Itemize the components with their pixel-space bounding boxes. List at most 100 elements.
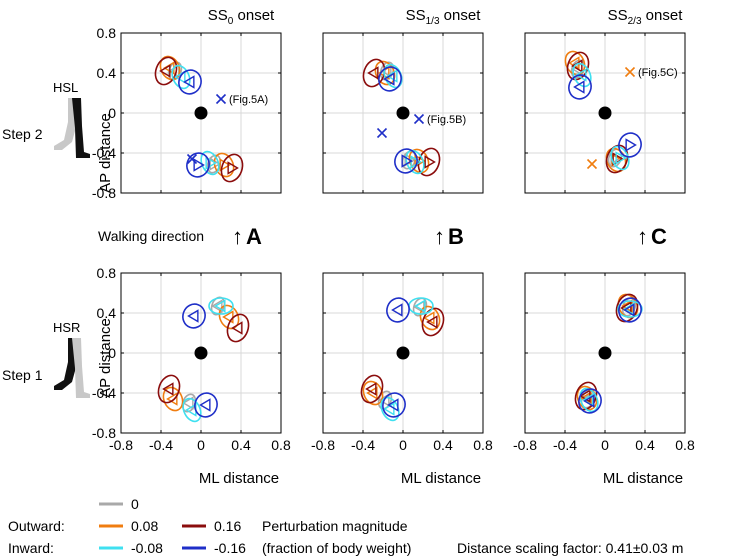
- foot-cluster: [186, 150, 244, 183]
- leg-label-hsl: HSL: [53, 80, 78, 95]
- mean-marker-m0: [211, 299, 223, 313]
- mean-marker-o16: [365, 382, 377, 396]
- foot-cluster: [394, 147, 441, 177]
- panel-letter-a: A: [246, 224, 262, 249]
- leg-label-hsr: HSR: [53, 320, 80, 335]
- center-of-mass-dot: [396, 106, 410, 120]
- mean-marker-i08: [386, 69, 398, 83]
- variability-ellipse-o16: [154, 56, 178, 86]
- panels-layer: 0.8 0.4 0 -0.4 -0.8 (Fig.5A) (Fig.5B) (Fig.5C) -…: [92, 25, 695, 453]
- variability-ellipse-i16: [386, 297, 410, 323]
- variability-ellipse-i16: [382, 392, 406, 418]
- y-tick-label: 0: [108, 345, 116, 361]
- panel-A-step2: 0.8 0.4 0 -0.4 -0.8 (Fig.5A): [92, 25, 282, 201]
- variability-ellipse-o16: [615, 293, 639, 323]
- mean-marker-o16: [159, 64, 171, 78]
- x-axis-label-c: ML distance: [603, 470, 683, 487]
- variability-ellipse-i08: [572, 62, 592, 88]
- cross-marker: [186, 153, 198, 165]
- x-tick-label: -0.8: [311, 437, 335, 453]
- mean-marker-i16: [391, 303, 403, 317]
- variability-ellipse-o16: [605, 144, 629, 174]
- mean-marker-i16: [625, 138, 637, 152]
- panel-C-step2: (Fig.5C): [524, 32, 686, 194]
- panel-A-step1: -0.8 -0.4 0 0.4 0.8 0.8 0.4 0 -0.4 -0.8: [92, 265, 291, 453]
- y-tick-label: -0.8: [92, 425, 116, 441]
- walking-direction-label: Walking direction: [98, 228, 204, 244]
- mean-marker-o16: [162, 382, 174, 396]
- foot-cluster: [564, 50, 592, 100]
- variability-ellipse-i16: [568, 74, 592, 100]
- x-tick-label: -0.8: [109, 437, 133, 453]
- x-tick-label: -0.4: [553, 437, 577, 453]
- legend-description-line2: (fraction of body weight): [262, 540, 411, 556]
- foot-cluster: [386, 297, 445, 337]
- legs-icon-step2: [54, 98, 90, 158]
- variability-ellipse-i08: [200, 150, 220, 176]
- mean-marker-m0: [378, 393, 390, 407]
- x-tick-label: 0.8: [675, 437, 695, 453]
- variability-ellipse-i08: [182, 397, 202, 423]
- mean-marker-i08: [383, 402, 395, 416]
- y-tick-label: 0.4: [97, 305, 117, 321]
- mean-marker-i08: [615, 151, 627, 165]
- x-tick-label: -0.4: [149, 437, 173, 453]
- variability-ellipse-i16: [186, 152, 210, 178]
- mean-marker-o08: [366, 386, 378, 400]
- legend-description-line1: Perturbation magnitude: [262, 518, 408, 534]
- x-tick-label: 0.8: [473, 437, 493, 453]
- mean-marker-i16: [193, 158, 205, 172]
- legend-inward-label: Inward:: [8, 540, 54, 556]
- mean-marker-m0: [182, 396, 194, 410]
- y-tick-label: -0.8: [92, 185, 116, 201]
- mean-marker-i16: [183, 75, 195, 89]
- mean-marker-i16: [573, 80, 585, 94]
- x-axis-label-b: ML distance: [401, 470, 481, 487]
- variability-ellipse-o08: [362, 380, 384, 406]
- foot-cluster: [362, 58, 403, 92]
- y-tick-label: 0.4: [97, 65, 117, 81]
- panel-C-step1: -0.8 -0.4 0 0.4 0.8: [513, 272, 695, 453]
- figure-reference-label: (Fig.5B): [427, 114, 466, 126]
- walking-arrow-c: ↑: [637, 224, 648, 249]
- variability-ellipse-i08: [171, 64, 191, 90]
- variability-ellipse-o16: [421, 307, 445, 337]
- walking-arrow-a: ↑: [232, 224, 243, 249]
- cross-marker: [413, 113, 425, 125]
- variability-ellipse-i16: [618, 297, 642, 323]
- mean-marker-i16: [401, 154, 413, 168]
- variability-ellipse-o16: [226, 313, 250, 343]
- mean-marker-o08: [166, 392, 178, 406]
- variability-ellipse-o16: [362, 58, 386, 88]
- variability-ellipse-i08: [617, 300, 643, 318]
- legs-icon-step1: [54, 338, 90, 398]
- cross-marker: [624, 66, 636, 78]
- panel-B-step1: -0.8 -0.4 0 0.4 0.8: [311, 272, 493, 453]
- foot-cluster: [157, 374, 218, 423]
- distance-scaling-text: Distance scaling factor: 0.41±0.03 m: [457, 540, 683, 556]
- foot-cluster: [615, 293, 643, 323]
- mean-marker-o16: [231, 321, 243, 335]
- mean-marker-i16: [387, 398, 399, 412]
- y-axis-label-bottom: AP distance: [97, 318, 114, 398]
- panel-letter-b: B: [448, 224, 464, 249]
- legend-label-008: 0.08: [131, 518, 158, 534]
- mean-marker-o16: [426, 315, 438, 329]
- cross-marker: [215, 93, 227, 105]
- variability-ellipse-o08: [374, 60, 396, 86]
- x-tick-label: -0.8: [513, 437, 537, 453]
- column-title-ss23: SS2/3 onset: [608, 7, 684, 27]
- y-tick-label: 0: [108, 105, 116, 121]
- legend-label-016: 0.16: [214, 518, 241, 534]
- mean-marker-i08: [414, 299, 426, 313]
- mean-marker-o08: [219, 158, 231, 172]
- variability-ellipse-i16: [618, 132, 642, 158]
- mean-marker-i08: [575, 68, 587, 82]
- variability-ellipse-o16: [360, 374, 384, 404]
- cross-marker: [376, 127, 388, 139]
- x-tick-label: 0: [197, 437, 205, 453]
- center-of-mass-dot: [598, 346, 612, 360]
- mean-marker-i16: [583, 394, 595, 408]
- legend: 0 Outward: 0.08 0.16 Inward: -0.08 -0.16…: [8, 496, 683, 556]
